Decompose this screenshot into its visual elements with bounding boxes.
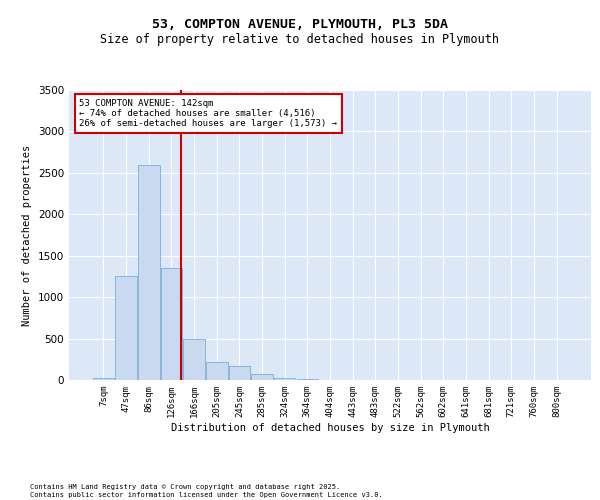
Bar bbox=[115, 276, 137, 380]
Text: Size of property relative to detached houses in Plymouth: Size of property relative to detached ho… bbox=[101, 32, 499, 46]
Bar bbox=[161, 268, 182, 380]
X-axis label: Distribution of detached houses by size in Plymouth: Distribution of detached houses by size … bbox=[170, 422, 490, 432]
Text: Contains HM Land Registry data © Crown copyright and database right 2025.
Contai: Contains HM Land Registry data © Crown c… bbox=[30, 484, 383, 498]
Bar bbox=[93, 378, 114, 380]
Bar bbox=[184, 338, 205, 380]
Bar bbox=[229, 366, 250, 380]
Text: 53 COMPTON AVENUE: 142sqm
← 74% of detached houses are smaller (4,516)
26% of se: 53 COMPTON AVENUE: 142sqm ← 74% of detac… bbox=[79, 98, 337, 128]
Bar bbox=[206, 362, 227, 380]
Bar bbox=[138, 164, 160, 380]
Bar bbox=[251, 374, 273, 380]
Bar bbox=[296, 379, 318, 380]
Y-axis label: Number of detached properties: Number of detached properties bbox=[22, 144, 32, 326]
Text: 53, COMPTON AVENUE, PLYMOUTH, PL3 5DA: 53, COMPTON AVENUE, PLYMOUTH, PL3 5DA bbox=[152, 18, 448, 30]
Bar bbox=[274, 378, 295, 380]
